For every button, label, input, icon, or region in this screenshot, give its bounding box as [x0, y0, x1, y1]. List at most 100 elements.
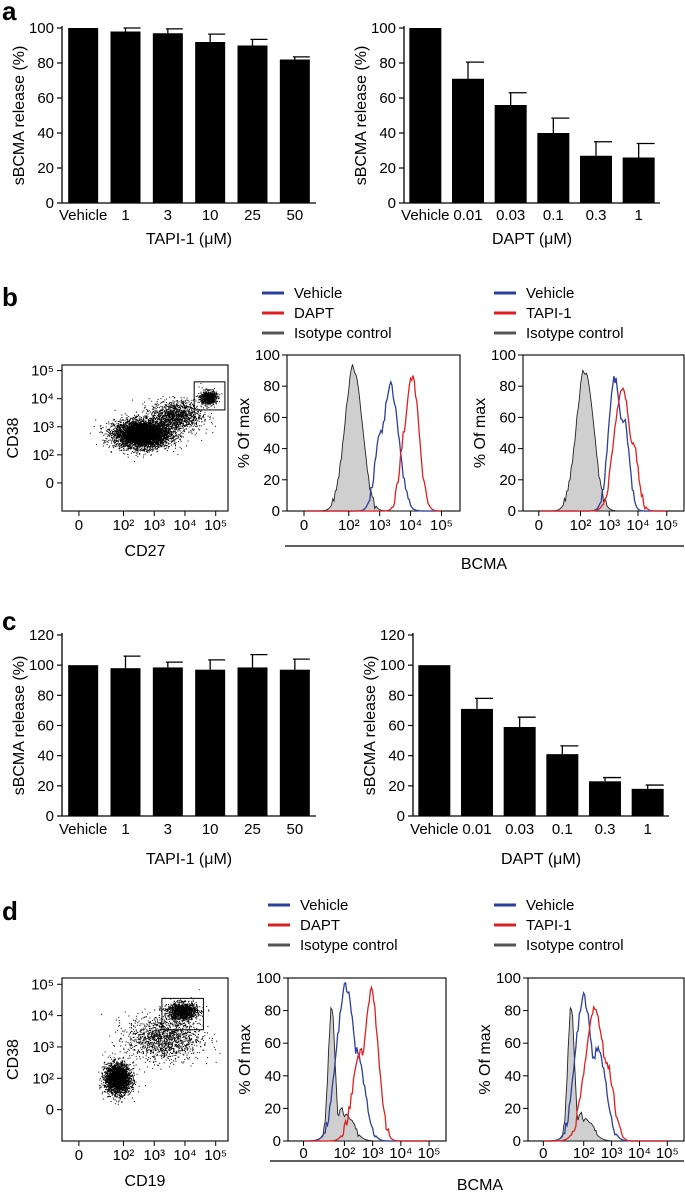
dot — [135, 417, 137, 419]
dot — [114, 445, 116, 447]
dot — [137, 429, 139, 431]
dot — [118, 426, 120, 428]
x-tick-label: 0.1 — [543, 207, 564, 224]
dot — [148, 427, 150, 429]
dot — [148, 446, 150, 448]
dot — [105, 430, 107, 432]
dot — [155, 435, 157, 437]
dot — [119, 440, 121, 442]
dot — [137, 448, 139, 450]
dot — [138, 432, 140, 434]
dot — [158, 422, 160, 424]
dot — [157, 442, 159, 444]
dot — [137, 449, 139, 451]
dot — [116, 432, 118, 434]
dot — [117, 432, 119, 434]
dot — [157, 430, 159, 432]
dot — [144, 415, 146, 417]
dot — [115, 440, 117, 442]
dot — [123, 429, 125, 431]
bar — [110, 31, 141, 203]
dot — [169, 440, 171, 442]
dot — [126, 434, 128, 436]
dot — [165, 432, 167, 434]
dot — [115, 437, 117, 439]
dot — [131, 423, 133, 425]
dot — [141, 445, 143, 447]
dot — [107, 434, 109, 436]
dot — [156, 434, 158, 436]
dot — [166, 438, 168, 440]
dot — [128, 445, 130, 447]
dot — [132, 434, 134, 436]
dot — [116, 445, 118, 447]
dot — [127, 430, 129, 432]
dot — [137, 447, 139, 449]
dot — [142, 432, 144, 434]
dot — [125, 426, 127, 428]
dot — [121, 435, 123, 437]
dot — [161, 443, 163, 445]
dot — [135, 424, 137, 426]
dot — [144, 423, 146, 425]
x-tick-label: 1 — [634, 207, 642, 224]
dot — [151, 435, 153, 437]
dot — [146, 436, 148, 438]
dot — [120, 432, 122, 434]
dot — [136, 421, 138, 423]
dot — [144, 427, 146, 429]
dot — [164, 426, 166, 428]
dot — [137, 422, 139, 424]
dot — [175, 435, 177, 437]
dot — [126, 440, 128, 442]
dot — [100, 431, 102, 433]
dot — [156, 448, 158, 450]
dot — [173, 443, 175, 445]
dot — [157, 433, 159, 435]
dot — [150, 446, 152, 448]
dot — [171, 431, 173, 433]
dot — [143, 420, 145, 422]
y-tick-label: 80 — [388, 687, 405, 704]
dot — [165, 424, 167, 426]
dot — [165, 438, 167, 440]
dot — [139, 429, 141, 431]
dot — [120, 427, 122, 429]
dot — [141, 429, 143, 431]
dot — [158, 438, 160, 440]
dot — [165, 433, 167, 435]
dot — [136, 415, 138, 417]
dot — [159, 434, 161, 436]
dot — [152, 444, 154, 446]
dot — [150, 432, 152, 434]
dot — [128, 432, 130, 434]
dot — [114, 434, 116, 436]
dot — [122, 432, 124, 434]
dot — [107, 431, 109, 433]
dot — [142, 456, 144, 458]
dot — [163, 430, 165, 432]
dot — [158, 427, 160, 429]
dot — [172, 428, 174, 430]
dot — [155, 427, 157, 429]
dot — [165, 437, 167, 439]
dot — [120, 429, 122, 431]
dot — [108, 435, 110, 437]
dot — [142, 423, 144, 425]
dot — [163, 436, 165, 438]
dot — [160, 421, 162, 423]
dot — [167, 434, 169, 436]
dot — [126, 421, 128, 423]
dot — [162, 440, 164, 442]
dot — [173, 430, 175, 432]
dot — [117, 434, 119, 436]
dot — [108, 439, 110, 441]
dot — [117, 428, 119, 430]
dot — [143, 440, 145, 442]
dot — [151, 431, 153, 433]
dot — [149, 426, 151, 428]
dot — [122, 444, 124, 446]
dot — [172, 436, 174, 438]
dot — [156, 443, 158, 445]
dot — [160, 445, 162, 447]
